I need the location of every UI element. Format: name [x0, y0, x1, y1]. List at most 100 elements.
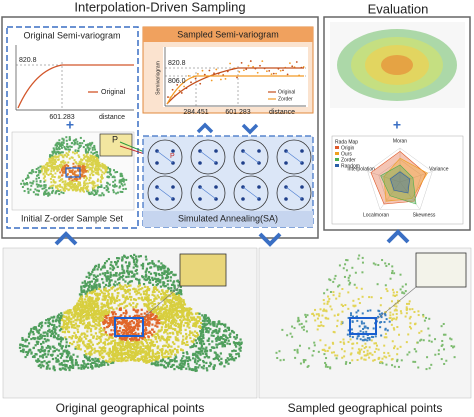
map-dot — [195, 323, 198, 326]
map-dot — [70, 142, 73, 145]
map-dot — [101, 298, 104, 301]
map-dot — [64, 161, 67, 164]
map-dot — [178, 298, 182, 301]
map-dot — [133, 326, 137, 329]
map-dot — [144, 296, 147, 299]
map-dot — [86, 299, 89, 302]
map-dot — [362, 327, 365, 330]
map-dot — [323, 348, 326, 351]
map-dot — [137, 309, 140, 312]
map-dot — [196, 320, 199, 323]
map-dot — [152, 355, 155, 358]
map-dot — [106, 271, 109, 275]
map-dot — [192, 343, 196, 346]
map-dot — [192, 333, 195, 337]
map-dot — [26, 183, 29, 186]
map-dot — [193, 318, 196, 321]
map-dot — [121, 265, 124, 269]
map-dot — [160, 266, 163, 269]
map-dot — [197, 357, 200, 360]
axis-label: distance — [99, 114, 125, 121]
map-dot — [361, 339, 364, 342]
map-dot — [169, 279, 172, 282]
map-dot — [92, 358, 95, 361]
map-dot — [199, 330, 202, 333]
map-dot — [123, 331, 126, 334]
map-dot — [64, 170, 67, 173]
map-dot — [366, 326, 369, 329]
map-dot — [52, 316, 55, 319]
map-dot — [51, 184, 54, 187]
state-point — [171, 185, 175, 189]
map-dot — [76, 187, 79, 190]
map-dot — [231, 330, 234, 333]
map-dot — [47, 339, 50, 342]
map-dot — [156, 347, 159, 350]
map-dot — [70, 156, 73, 159]
map-dot — [125, 275, 128, 279]
map-dot — [129, 284, 132, 287]
map-dot — [445, 359, 448, 362]
map-dot — [174, 338, 177, 341]
map-dot — [175, 303, 178, 306]
map-dot — [181, 309, 185, 312]
map-dot — [121, 257, 124, 261]
map-dot — [115, 307, 118, 310]
map-dot — [325, 357, 328, 360]
map-dot — [145, 303, 148, 306]
map-dot — [133, 287, 136, 290]
map-dot — [223, 323, 226, 327]
map-dot — [68, 170, 71, 173]
map-dot — [342, 267, 345, 270]
map-dot — [58, 193, 61, 196]
map-dot — [383, 336, 386, 339]
map-dot — [81, 311, 85, 314]
map-dot — [111, 351, 114, 354]
map-dot — [68, 368, 71, 372]
map-dot — [83, 167, 86, 170]
map-dot — [105, 334, 109, 337]
map-dot — [79, 136, 82, 139]
map-dot — [103, 264, 106, 267]
map-dot — [118, 276, 121, 279]
scatter-point — [291, 65, 294, 68]
map-dot — [140, 355, 143, 358]
map-dot — [68, 311, 71, 314]
map-dot — [26, 345, 29, 348]
map-dot — [134, 306, 138, 309]
map-dot — [81, 316, 85, 319]
map-dot — [124, 315, 127, 318]
map-dot — [96, 358, 100, 361]
map-dot — [33, 354, 36, 358]
map-dot — [122, 270, 125, 273]
map-dot — [111, 311, 115, 314]
radar-axis-label: Skewness — [413, 212, 436, 218]
map-dot — [122, 180, 125, 183]
map-dot — [157, 337, 160, 340]
map-dot — [123, 351, 126, 355]
map-dot — [205, 330, 208, 333]
map-dot — [97, 309, 100, 312]
scatter-point — [275, 72, 277, 75]
map-dot — [108, 310, 111, 313]
map-dot — [81, 169, 84, 172]
map-dot — [220, 337, 224, 340]
map-dot — [63, 162, 66, 165]
map-dot — [119, 357, 122, 360]
map-dot — [387, 352, 390, 355]
map-dot — [131, 329, 134, 332]
map-dot — [37, 364, 40, 368]
map-dot — [99, 289, 102, 292]
map-dot — [328, 278, 331, 281]
map-dot — [124, 187, 127, 190]
map-dot — [152, 333, 155, 336]
map-dot — [180, 320, 183, 323]
map-dot — [413, 323, 416, 326]
map-dot — [152, 358, 155, 361]
map-dot — [153, 309, 156, 312]
map-dot — [119, 338, 122, 341]
map-dot — [51, 156, 54, 159]
map-dot — [27, 190, 30, 193]
map-dot — [30, 327, 33, 331]
map-dot — [122, 287, 125, 290]
